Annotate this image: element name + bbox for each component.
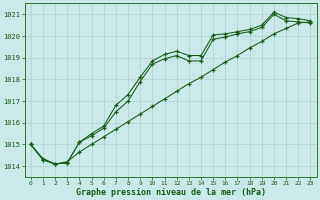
X-axis label: Graphe pression niveau de la mer (hPa): Graphe pression niveau de la mer (hPa) [76,188,266,197]
